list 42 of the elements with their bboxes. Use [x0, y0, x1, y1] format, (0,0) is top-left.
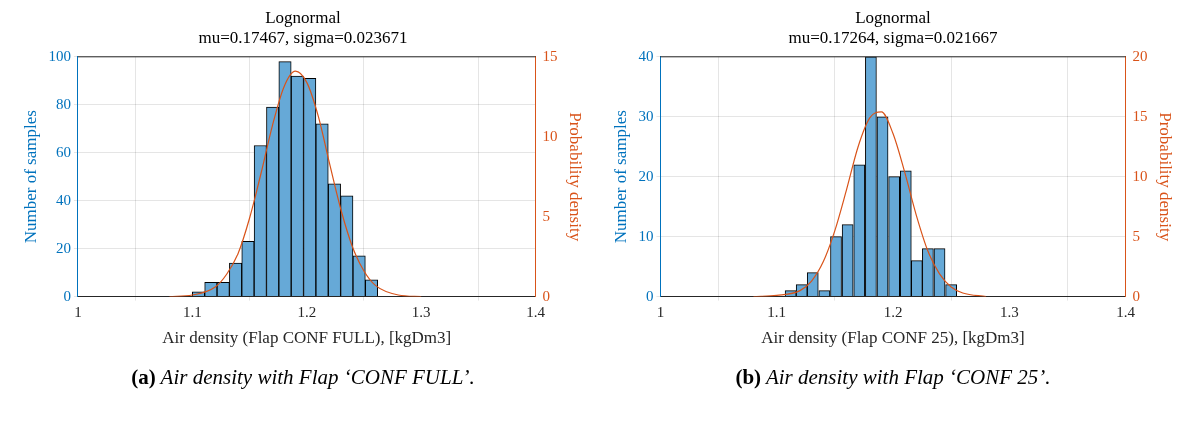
text: (a) Air density with Flap ‘CONF FULL’. — [131, 365, 475, 389]
x-tick-label: 1.1 — [182, 303, 202, 320]
y2-tick-label: 20 — [1132, 47, 1148, 64]
y-axis-title: Number of samples — [610, 110, 630, 244]
y2-tick-label: 0 — [1132, 287, 1141, 304]
chart-title: Lognormal — [855, 7, 932, 27]
y-tick-label: 0 — [645, 287, 654, 304]
x-tick-label: 1.3 — [411, 303, 431, 320]
x-axis-title: Air density (Flap CONF FULL), [kgDm3] — [162, 328, 452, 348]
y2-tick-label: 5 — [542, 207, 551, 224]
y2-tick-label: 15 — [542, 47, 558, 64]
y2-axis-title: Probability density — [566, 112, 586, 242]
x-tick-label: 1 — [656, 303, 665, 320]
y2-tick-label: 10 — [542, 127, 558, 144]
y2-tick-label: 15 — [1132, 107, 1148, 124]
y2-tick-label: 10 — [1132, 167, 1148, 184]
chart-title: Lognormal — [265, 7, 342, 27]
x-tick-label: 1.2 — [883, 303, 903, 320]
x-tick-label: 1.2 — [297, 303, 317, 320]
y-axis-title: Number of samples — [20, 110, 40, 244]
y2-tick-label: 0 — [542, 287, 551, 304]
y-tick-label: 100 — [48, 47, 71, 64]
x-tick-label: 1 — [74, 303, 82, 320]
y-tick-label: 40 — [55, 191, 71, 208]
chart-subtitle: mu=0.17467, sigma=0.023671 — [198, 28, 408, 48]
chart-subtitle: mu=0.17264, sigma=0.021667 — [788, 28, 998, 48]
y-tick-label: 30 — [638, 107, 654, 124]
y-tick-label: 10 — [638, 227, 654, 244]
y-tick-label: 40 — [638, 47, 654, 64]
x-tick-label: 1.4 — [526, 303, 546, 320]
y2-tick-label: 5 — [1132, 227, 1141, 244]
y-tick-label: 20 — [638, 167, 654, 184]
x-tick-label: 1.4 — [1116, 303, 1136, 320]
x-tick-label: 1.3 — [999, 303, 1019, 320]
text: (b) Air density with Flap ‘CONF 25’. — [735, 365, 1051, 389]
x-tick-label: 1.1 — [767, 303, 787, 320]
x-axis-title: Air density (Flap CONF 25), [kgDm3] — [761, 328, 1025, 348]
y-tick-label: 60 — [55, 143, 71, 160]
y-tick-label: 0 — [63, 287, 71, 304]
y-tick-label: 20 — [55, 239, 71, 256]
y2-axis-title: Probability density — [1156, 112, 1176, 242]
y-tick-label: 80 — [55, 95, 71, 112]
